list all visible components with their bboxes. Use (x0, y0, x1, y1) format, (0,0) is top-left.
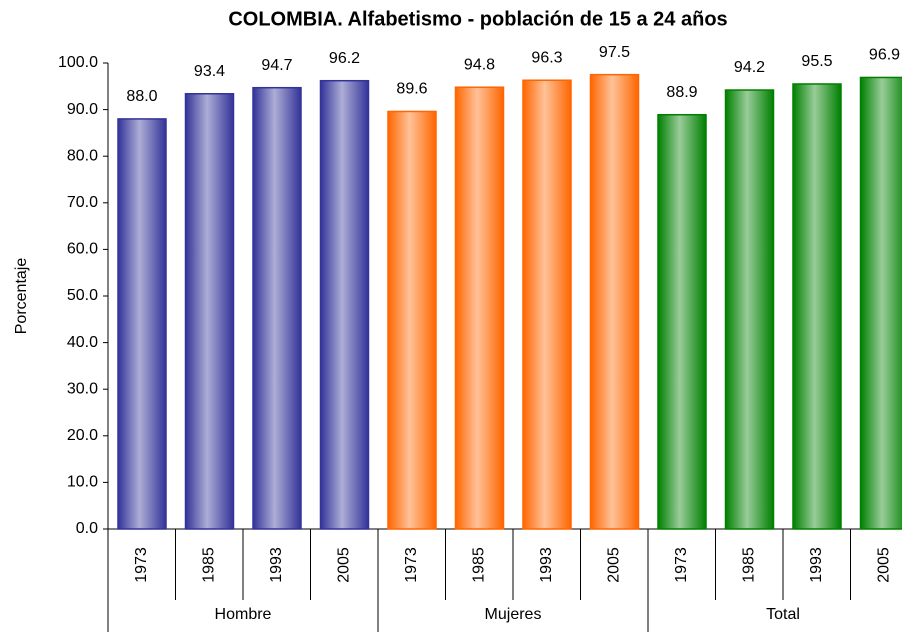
bar (657, 113, 707, 530)
x-tick-label: 1985 (201, 547, 218, 583)
bar (792, 83, 842, 530)
y-tick-label: 20.0 (67, 427, 98, 444)
group-label: Mujeres (485, 606, 542, 623)
y-tick-label: 80.0 (67, 147, 98, 164)
value-label: 89.6 (396, 81, 427, 98)
value-label: 96.2 (329, 50, 360, 67)
bar (252, 86, 302, 530)
value-label: 97.5 (599, 44, 630, 61)
value-label: 88.0 (126, 88, 157, 105)
x-tick-label: 1973 (673, 547, 690, 583)
y-tick-label: 70.0 (67, 194, 98, 211)
bar (522, 79, 572, 530)
x-tick-label: 2005 (336, 547, 353, 583)
bar (859, 76, 902, 530)
x-tick-label: 1985 (741, 547, 758, 583)
value-label: 96.3 (531, 49, 562, 66)
x-tick-label: 2005 (876, 547, 893, 583)
value-label: 94.7 (261, 57, 292, 74)
bar (184, 93, 235, 530)
y-tick-label: 40.0 (67, 334, 98, 351)
y-tick-label: 10.0 (67, 474, 98, 491)
value-label: 88.9 (666, 84, 697, 101)
y-axis-label: Porcentaje (13, 258, 30, 335)
x-tick-label: 1993 (268, 547, 285, 583)
value-label: 95.5 (801, 53, 832, 70)
value-label: 96.9 (869, 47, 900, 64)
bar (117, 118, 167, 530)
bar (319, 79, 370, 530)
y-tick-label: 50.0 (67, 287, 98, 304)
x-tick-label: 2005 (606, 547, 623, 583)
group-label: Hombre (215, 606, 272, 623)
x-tick-label: 1993 (538, 547, 555, 583)
y-tick-label: 90.0 (67, 101, 98, 118)
y-tick-label: 100.0 (58, 54, 98, 71)
x-tick-label: 1993 (808, 547, 825, 583)
x-tick-label: 1985 (471, 547, 488, 583)
group-label: Total (766, 606, 800, 623)
x-tick-label: 1973 (133, 547, 150, 583)
bar (589, 73, 640, 530)
bar (454, 86, 505, 530)
y-tick-label: 30.0 (67, 380, 98, 397)
value-label: 93.4 (194, 63, 225, 80)
value-label: 94.8 (464, 56, 495, 73)
y-tick-label: 0.0 (76, 520, 98, 537)
bar (724, 89, 775, 530)
value-label: 94.2 (734, 59, 765, 76)
x-tick-label: 1973 (403, 547, 420, 583)
chart-title: COLOMBIA. Alfabetismo - población de 15 … (228, 8, 727, 30)
bar (387, 110, 437, 530)
y-tick-label: 60.0 (67, 241, 98, 258)
